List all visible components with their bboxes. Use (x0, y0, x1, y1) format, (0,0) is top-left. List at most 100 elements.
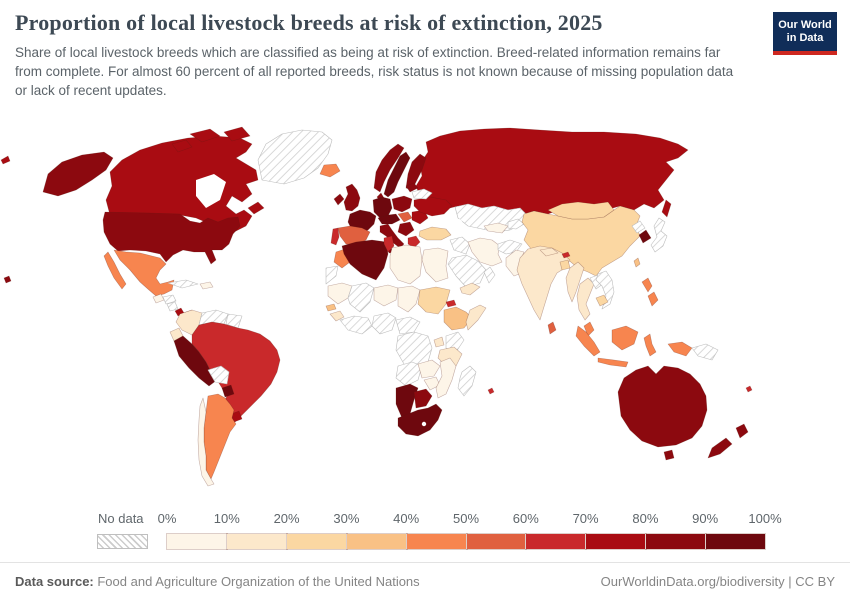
country-spain[interactable] (337, 225, 371, 246)
country-botswana[interactable] (413, 388, 433, 409)
country-mongolia[interactable] (547, 201, 615, 220)
country-kyrgyzstan[interactable] (507, 218, 525, 230)
country-canada-island2[interactable] (223, 126, 251, 142)
legend-segment[interactable] (525, 533, 587, 550)
legend-segment[interactable] (346, 533, 408, 550)
country-indonesia-java[interactable] (597, 357, 629, 368)
country-oman[interactable] (483, 266, 496, 284)
country-ivory-coast[interactable] (339, 315, 373, 335)
country-mauritius[interactable] (487, 387, 495, 395)
legend-segment[interactable] (166, 533, 228, 550)
country-kenya[interactable] (445, 331, 465, 353)
country-sri-lanka[interactable] (547, 321, 557, 335)
country-eritrea[interactable] (445, 299, 457, 308)
legend-segment[interactable] (406, 533, 468, 550)
country-norway[interactable] (373, 143, 405, 193)
country-japan[interactable] (650, 217, 668, 253)
country-germany[interactable] (372, 196, 393, 219)
country-yemen[interactable] (459, 282, 481, 296)
country-argentina[interactable] (203, 393, 237, 480)
country-usa-hawaii[interactable] (3, 275, 12, 284)
country-india[interactable] (516, 245, 571, 321)
country-madagascar[interactable] (457, 365, 477, 397)
legend-segment[interactable] (585, 533, 647, 550)
country-egypt[interactable] (421, 247, 449, 283)
country-ukraine[interactable] (413, 196, 453, 217)
country-hungary[interactable] (397, 211, 413, 223)
country-uzbekistan[interactable] (483, 222, 509, 234)
country-cambodia[interactable] (595, 294, 609, 307)
country-austria[interactable] (377, 213, 401, 225)
country-zambia[interactable] (417, 359, 441, 379)
country-indonesia-papua[interactable] (667, 341, 693, 357)
country-russia[interactable] (415, 127, 689, 215)
country-chile[interactable] (197, 397, 215, 487)
country-mozambique[interactable] (435, 357, 457, 399)
country-canada-island3[interactable] (171, 139, 193, 153)
owid-logo[interactable]: Our World in Data (773, 12, 837, 56)
country-sudan[interactable] (417, 286, 451, 315)
country-indonesia-sulawesi[interactable] (643, 333, 657, 357)
country-tunisia[interactable] (383, 235, 395, 253)
country-philippines-mindanao[interactable] (647, 291, 659, 307)
country-australia[interactable] (617, 365, 708, 448)
country-russia-sakhalin[interactable] (661, 199, 672, 218)
country-niger[interactable] (373, 284, 399, 307)
country-portugal[interactable] (330, 227, 340, 246)
country-ireland[interactable] (333, 193, 345, 206)
country-belarus[interactable] (411, 188, 433, 200)
country-papua-new-guinea[interactable] (691, 343, 719, 361)
country-nicaragua[interactable] (166, 301, 179, 312)
country-iceland[interactable] (319, 163, 341, 178)
country-russia-west-speck[interactable] (0, 155, 11, 165)
legend-segment[interactable] (226, 533, 288, 550)
country-malaysia[interactable] (583, 321, 595, 337)
country-namibia[interactable] (395, 383, 419, 419)
country-greenland[interactable] (257, 129, 333, 185)
country-indonesia-sumatra[interactable] (575, 325, 601, 357)
legend-no-data-swatch[interactable] (97, 534, 148, 549)
country-mali[interactable] (347, 282, 375, 313)
country-libya[interactable] (389, 244, 423, 285)
country-western-sahara[interactable] (325, 265, 339, 285)
country-indonesia-borneo[interactable] (611, 325, 639, 351)
country-usa[interactable] (102, 211, 241, 265)
country-mexico-baja[interactable] (103, 251, 127, 290)
country-north-korea[interactable] (631, 220, 646, 234)
country-saudi-arabia[interactable] (447, 254, 487, 288)
country-senegal[interactable] (325, 303, 337, 312)
country-guatemala[interactable] (152, 293, 165, 304)
country-mauritania[interactable] (327, 282, 353, 305)
country-iraq[interactable] (449, 236, 471, 255)
country-new-zealand-south[interactable] (707, 437, 733, 459)
country-guinea[interactable] (329, 310, 345, 322)
country-fiji[interactable] (745, 385, 753, 393)
country-myanmar[interactable] (565, 261, 585, 303)
country-canada-island1[interactable] (189, 128, 221, 143)
country-south-africa[interactable] (397, 403, 443, 437)
country-iran[interactable] (467, 237, 503, 267)
country-taiwan[interactable] (633, 257, 641, 268)
country-paraguay[interactable] (221, 384, 235, 398)
country-algeria[interactable] (341, 239, 389, 281)
country-nigeria[interactable] (371, 312, 397, 335)
country-vietnam[interactable] (595, 270, 615, 310)
country-lithuania[interactable] (405, 182, 419, 193)
country-poland[interactable] (391, 195, 413, 213)
legend-segment[interactable] (466, 533, 527, 550)
country-mexico[interactable] (113, 249, 175, 297)
country-angola[interactable] (395, 361, 423, 387)
country-united-kingdom[interactable] (343, 183, 361, 212)
country-honduras[interactable] (162, 294, 177, 305)
country-philippines-luzon[interactable] (641, 277, 653, 293)
country-australia-tasmania[interactable] (663, 449, 675, 461)
country-cameroon[interactable] (395, 316, 421, 335)
country-greece[interactable] (407, 235, 421, 249)
country-sweden[interactable] (383, 151, 411, 198)
country-thailand[interactable] (576, 277, 595, 321)
country-usa-alaska[interactable] (42, 151, 114, 197)
country-nepal[interactable] (539, 247, 559, 257)
country-serbia[interactable] (397, 221, 415, 237)
country-dominican-republic[interactable] (199, 281, 214, 290)
country-bolivia[interactable] (207, 365, 230, 385)
